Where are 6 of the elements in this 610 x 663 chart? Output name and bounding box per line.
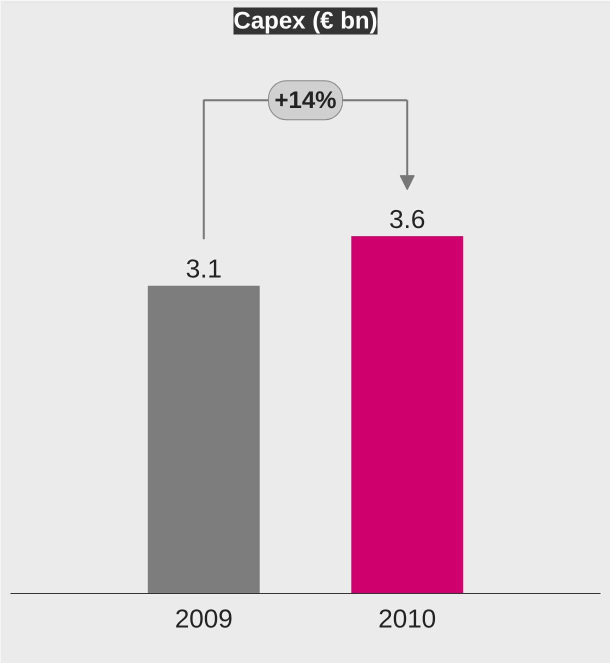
data-label: 3.6 <box>389 204 426 234</box>
chart-title: Capex (€ bn) <box>233 8 378 34</box>
x-tick-label: 2009 <box>174 604 233 634</box>
text: +14% <box>274 86 337 114</box>
x-tick-label: 2010 <box>378 604 436 634</box>
data-label: 3.1 <box>186 254 222 284</box>
